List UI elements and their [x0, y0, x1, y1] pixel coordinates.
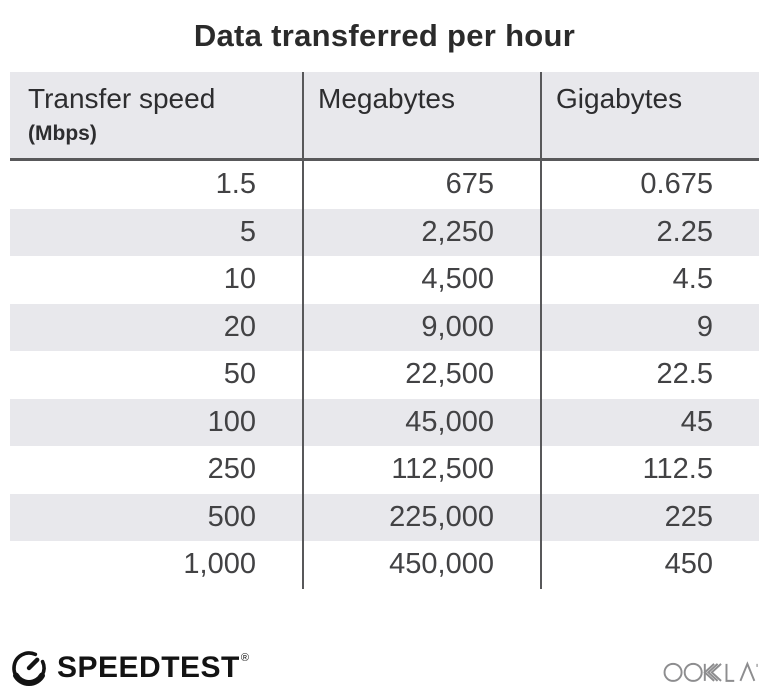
cell-gigabytes: 225	[540, 493, 759, 541]
speedtest-wordmark: SPEEDTEST ®	[57, 651, 250, 685]
cell-gigabytes: 0.675	[540, 161, 759, 209]
table-row: 20 9,000 9	[10, 303, 759, 351]
header-transfer-speed: Transfer speed (Mbps)	[10, 72, 302, 158]
cell-megabytes: 45,000	[302, 398, 540, 446]
data-table: Transfer speed (Mbps) Megabytes Gigabyte…	[10, 72, 759, 589]
table-row: 1.5 675 0.675	[10, 161, 759, 209]
cell-megabytes: 450,000	[302, 541, 540, 589]
cell-speed: 1,000	[183, 548, 256, 581]
cell-megabytes: 22,500	[302, 351, 540, 399]
footer: SPEEDTEST ®	[10, 646, 759, 690]
speedtest-logo: SPEEDTEST ®	[10, 649, 250, 687]
table-row: 500 225,000 225	[10, 493, 759, 541]
cell-gigabytes: 450	[540, 541, 759, 589]
speedometer-gauge-icon	[12, 651, 46, 686]
cell-speed: 5	[239, 215, 256, 248]
cell-gigabytes: 9	[540, 303, 759, 351]
table-row: 250 112,500 112.5	[10, 446, 759, 494]
cell-megabytes: 112,500	[302, 446, 540, 494]
table-row: 10 4,500 4.5	[10, 256, 759, 304]
cell-megabytes: 675	[302, 161, 540, 209]
cell-gigabytes: 45	[540, 398, 759, 446]
cell-gigabytes: 4.5	[540, 256, 759, 304]
header-gigabytes-label: Gigabytes	[556, 83, 683, 114]
table-row: 50 22,500 22.5	[10, 351, 759, 399]
cell-megabytes: 9,000	[302, 303, 540, 351]
cell-speed: 500	[207, 500, 256, 533]
cell-speed: 1.5	[215, 168, 256, 201]
cell-speed: 250	[207, 453, 256, 486]
cell-gigabytes: 112.5	[540, 446, 759, 494]
table-row: 5 2,250 2.25	[10, 208, 759, 256]
cell-megabytes: 4,500	[302, 256, 540, 304]
cell-gigabytes: 2.25	[540, 208, 759, 256]
header-transfer-speed-label: Transfer speed	[28, 83, 216, 114]
header-megabytes: Megabytes	[302, 72, 540, 158]
cell-speed: 50	[223, 358, 256, 391]
cell-gigabytes: 22.5	[540, 351, 759, 399]
cell-megabytes: 225,000	[302, 493, 540, 541]
header-mbps-unit: (Mbps)	[28, 122, 97, 145]
ookla-logo	[663, 660, 758, 682]
cell-megabytes: 2,250	[302, 208, 540, 256]
registered-trademark-mark: ®	[240, 652, 250, 664]
cell-speed: 10	[223, 263, 256, 296]
page-title: Data transferred per hour	[193, 18, 576, 53]
cell-speed: 100	[207, 405, 256, 438]
table-header-row: Transfer speed (Mbps) Megabytes Gigabyte…	[10, 72, 759, 161]
cell-speed: 20	[223, 310, 256, 343]
header-megabytes-label: Megabytes	[318, 83, 455, 114]
table-row: 100 45,000 45	[10, 398, 759, 446]
table-row: 1,000 450,000 450	[10, 541, 759, 589]
header-gigabytes: Gigabytes	[540, 72, 759, 158]
speedtest-text: SPEEDTEST	[57, 651, 240, 684]
